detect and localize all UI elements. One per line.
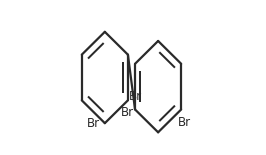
Text: Br: Br [87,117,100,130]
Text: Br: Br [121,106,135,119]
Text: Br: Br [178,116,191,128]
Text: Br: Br [128,90,142,103]
